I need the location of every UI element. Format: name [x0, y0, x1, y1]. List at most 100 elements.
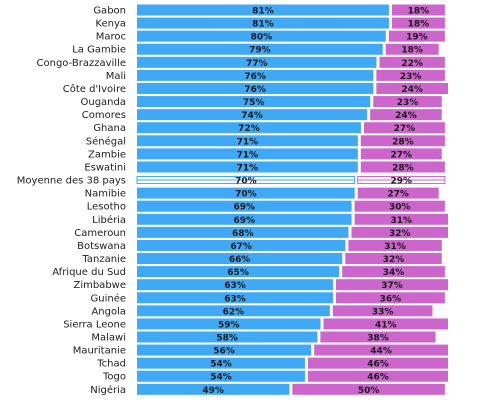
data-label: 81%: [252, 7, 274, 17]
category-label: Eswatini: [84, 162, 126, 173]
data-label: 54%: [210, 373, 232, 383]
data-label: 54%: [210, 360, 232, 370]
bar-row: Gabon 81% 18%: [93, 4, 445, 17]
data-label: 49%: [202, 386, 224, 396]
data-label: 69%: [234, 216, 256, 226]
bar-row: Nigéria 49% 50%: [90, 383, 445, 396]
data-label: 19%: [406, 33, 428, 43]
bar-segment-blue: [137, 318, 321, 330]
bar-row: Mali 76% 23%: [106, 69, 445, 82]
category-label: Comores: [82, 110, 126, 121]
bar-row: Libéria 69% 31%: [92, 213, 448, 226]
category-label: Namibie: [85, 189, 126, 200]
bar-row: Eswatini 71% 28%: [84, 161, 445, 173]
data-label: 81%: [252, 20, 274, 30]
data-label: 56%: [213, 347, 235, 357]
data-label: 80%: [251, 33, 273, 43]
bar-segment-blue: [137, 148, 358, 160]
data-label: 28%: [392, 163, 414, 173]
bar-row: Afrique du Sud 65% 34%: [52, 266, 445, 278]
bar-segment-pink: [388, 30, 445, 42]
bar-segment-blue: [137, 17, 389, 29]
category-label: Nigéria: [90, 384, 126, 396]
bar-segment-blue: [137, 56, 377, 68]
category-label: Tchad: [96, 359, 126, 370]
data-label: 32%: [383, 255, 405, 265]
data-label: 67%: [230, 242, 252, 252]
data-label: 59%: [218, 320, 240, 330]
bar-segment-pink: [376, 69, 445, 81]
bar-segment-blue: [137, 370, 305, 382]
bar-segment-blue: [137, 344, 312, 356]
bar-segment-pink: [348, 239, 442, 251]
bar-row: Sierra Leone 59% 41%: [63, 318, 448, 330]
bar-segment-blue: [137, 357, 305, 369]
category-label: Tanzanie: [81, 254, 126, 265]
bar-row: Namibie 70% 27%: [85, 187, 439, 200]
category-label: Malawi: [91, 333, 126, 344]
bar-segment-blue: [137, 213, 352, 225]
category-label: Sénégal: [86, 135, 126, 147]
bar-segment-pink: [360, 135, 445, 147]
data-label: 28%: [392, 137, 414, 147]
bar-row: Congo-Brazzaville 77% 22%: [37, 56, 445, 69]
data-label: 36%: [380, 294, 402, 304]
bar-segment-pink: [379, 56, 445, 68]
category-label: Togo: [102, 372, 126, 383]
category-label: Ghana: [93, 123, 126, 134]
data-label: 29%: [391, 177, 413, 187]
data-label: 70%: [235, 190, 257, 200]
bar-segment-pink: [360, 148, 442, 160]
bar-row: Cameroun 68% 32%: [74, 226, 448, 239]
bar-segment-blue: [137, 161, 358, 173]
bar-row: Ghana 72% 27%: [93, 122, 445, 134]
data-label: 27%: [391, 150, 413, 160]
bar-segment-pink: [354, 213, 448, 225]
bar-segment-blue: [137, 30, 386, 42]
bar-row: Malawi 58% 38%: [91, 331, 436, 344]
data-label: 75%: [243, 98, 265, 108]
data-label: 76%: [244, 72, 266, 82]
category-label: Côte d'Ivoire: [63, 83, 126, 95]
data-label: 30%: [389, 203, 411, 213]
bar-row: Mauritanie 56% 44%: [73, 344, 448, 357]
data-label: 71%: [237, 150, 259, 160]
bar-row: Botswana 67% 31%: [77, 239, 442, 252]
bar-segment-pink: [385, 43, 439, 55]
category-label: Botswana: [77, 241, 126, 252]
data-label: 63%: [224, 281, 246, 291]
bar-segment-blue: [137, 226, 349, 238]
category-label: Ouganda: [81, 97, 127, 108]
data-label: 65%: [227, 268, 249, 278]
data-label: 22%: [401, 59, 423, 69]
bar-segment-blue: [137, 187, 355, 199]
bar-row: Moyenne des 38 pays 70% 29%: [17, 176, 446, 187]
bar-segment-pink: [345, 253, 442, 265]
bar-row: La Gambie 79% 18%: [72, 43, 439, 56]
bar-segment-pink: [320, 331, 436, 343]
data-label: 18%: [401, 46, 423, 56]
data-label: 38%: [367, 334, 389, 344]
bar-segment-blue: [137, 69, 374, 81]
category-label: Maroc: [96, 32, 126, 43]
data-label: 79%: [249, 46, 271, 56]
category-label: Afrique du Sud: [52, 267, 126, 278]
bar-row: Comores 74% 24%: [82, 109, 442, 121]
category-label: Mali: [106, 71, 126, 82]
bar-segment-pink: [373, 96, 442, 108]
bar-segment-blue: [137, 4, 389, 16]
category-label: Angola: [91, 306, 126, 317]
bar-row: Sénégal 71% 28%: [86, 135, 445, 147]
bar-row: Guinée 63% 36%: [90, 292, 445, 304]
category-label: Sierra Leone: [63, 319, 126, 330]
data-label: 62%: [223, 307, 245, 317]
bar-row: Angola 62% 33%: [91, 305, 433, 317]
data-label: 33%: [372, 307, 394, 317]
bar-segment-pink: [357, 187, 439, 199]
bar-segment-pink: [332, 305, 433, 317]
data-label: 32%: [389, 229, 411, 239]
category-label: Gabon: [93, 6, 126, 17]
data-label: 27%: [394, 124, 416, 134]
data-label: 72%: [238, 124, 260, 134]
data-label: 70%: [235, 177, 257, 187]
